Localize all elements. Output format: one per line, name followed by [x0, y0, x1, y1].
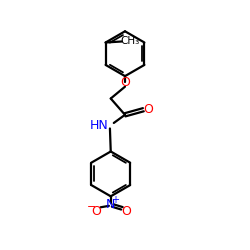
Text: HN: HN	[89, 119, 108, 132]
Text: +: +	[111, 195, 119, 205]
Text: O: O	[92, 205, 102, 218]
Text: O: O	[120, 76, 130, 89]
Text: CH₃: CH₃	[121, 36, 140, 46]
Text: O: O	[143, 103, 153, 116]
Text: O: O	[122, 205, 131, 218]
Text: N: N	[106, 198, 116, 211]
Text: −: −	[87, 202, 97, 212]
